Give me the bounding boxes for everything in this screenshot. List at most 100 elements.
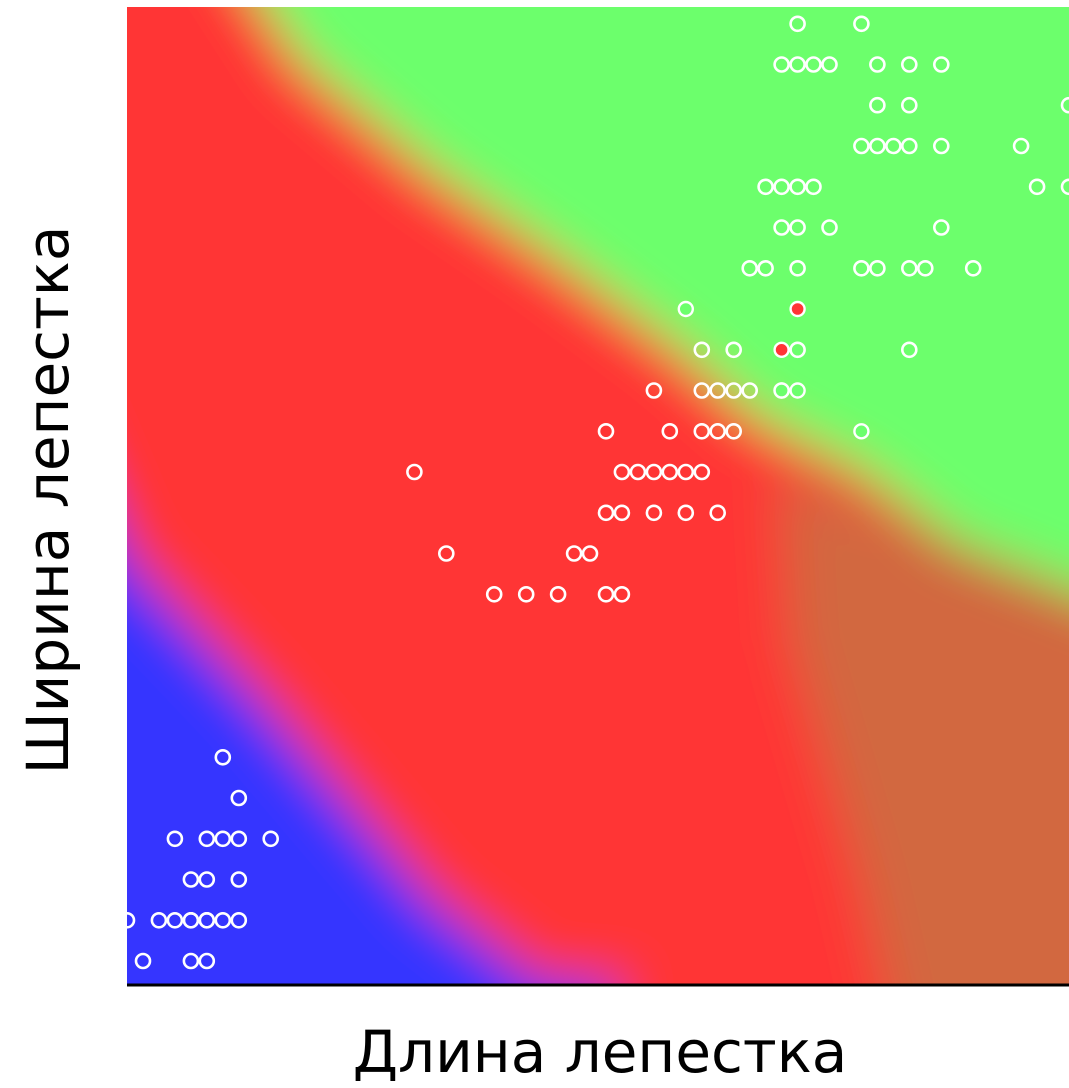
data-point — [230, 789, 248, 807]
data-point — [869, 56, 886, 73]
data-point — [869, 137, 886, 155]
data-point — [565, 545, 583, 562]
data-point — [1012, 137, 1030, 155]
data-point — [709, 382, 727, 399]
data-point — [661, 422, 679, 440]
data-point — [693, 341, 711, 359]
data-point — [821, 56, 838, 73]
data-point — [725, 422, 743, 440]
x-axis-label: Длина лепестка — [353, 1018, 848, 1086]
data-point — [693, 463, 711, 481]
data-point — [1060, 178, 1069, 196]
data-point — [150, 911, 168, 929]
data-point — [645, 504, 663, 522]
data-point — [932, 56, 950, 73]
data-point — [198, 871, 216, 888]
data-point — [597, 422, 615, 440]
data-point — [789, 219, 806, 236]
data-point-filled-green — [789, 382, 806, 399]
data-point — [230, 830, 248, 848]
data-point — [230, 911, 248, 929]
data-point — [773, 219, 790, 236]
data-point — [741, 382, 759, 399]
data-point-filled-green — [677, 300, 694, 318]
data-point — [198, 952, 216, 970]
data-point — [677, 463, 695, 481]
data-point — [885, 137, 902, 155]
data-point — [964, 259, 982, 277]
data-point — [262, 830, 280, 848]
data-point — [693, 382, 711, 399]
data-point — [597, 504, 615, 522]
region-mixed — [780, 470, 1069, 985]
data-point-filled-green — [773, 382, 790, 399]
data-point — [214, 830, 232, 848]
data-point — [709, 504, 727, 522]
data-point — [853, 259, 870, 277]
data-point — [166, 911, 184, 929]
data-point — [773, 56, 790, 73]
data-point-filled-green — [853, 423, 870, 440]
data-point — [230, 871, 248, 888]
data-point — [932, 219, 950, 236]
data-point — [1060, 96, 1069, 114]
data-point — [1028, 178, 1046, 196]
data-point — [900, 341, 918, 359]
data-point — [166, 830, 184, 848]
data-point — [741, 259, 759, 277]
data-point — [661, 463, 679, 481]
data-point — [773, 178, 790, 196]
data-point — [182, 911, 200, 929]
data-point — [549, 585, 567, 603]
data-point — [821, 219, 838, 236]
data-point — [645, 463, 663, 481]
data-point — [517, 585, 535, 603]
region-green — [265, 7, 1069, 600]
data-point — [645, 382, 663, 399]
data-point — [198, 911, 216, 929]
data-point — [597, 585, 615, 603]
data-point — [725, 382, 743, 399]
data-point — [789, 15, 806, 33]
data-point — [198, 830, 216, 848]
data-point — [853, 137, 870, 155]
data-point — [214, 911, 232, 929]
data-point — [127, 912, 136, 929]
data-point — [853, 15, 870, 33]
data-point — [182, 871, 200, 888]
data-point — [485, 585, 503, 603]
data-point — [805, 178, 822, 196]
data-point — [757, 259, 774, 277]
data-point — [677, 504, 695, 522]
data-point — [789, 341, 806, 359]
data-point — [869, 259, 886, 277]
data-point-filled-red — [789, 300, 806, 318]
data-point — [437, 545, 455, 562]
data-point — [789, 259, 806, 277]
data-point — [134, 952, 152, 970]
decision-regions — [127, 7, 1069, 985]
data-point-filled-red — [773, 341, 790, 358]
data-point — [900, 96, 918, 114]
data-point — [629, 463, 647, 481]
data-point — [916, 259, 934, 277]
data-point — [900, 137, 918, 155]
data-point — [406, 463, 423, 481]
data-points — [127, 15, 1069, 970]
data-point — [581, 545, 599, 562]
data-point — [693, 422, 711, 440]
data-point — [805, 56, 822, 73]
data-point — [900, 259, 918, 277]
region-blue — [127, 560, 620, 985]
data-point — [789, 178, 806, 196]
data-point — [214, 748, 232, 766]
plot-area — [127, 7, 1069, 985]
data-point — [613, 463, 631, 481]
data-point — [613, 504, 631, 522]
data-point — [709, 422, 727, 440]
data-point — [869, 96, 886, 114]
data-point — [757, 178, 774, 196]
data-point — [182, 952, 200, 970]
data-point — [613, 585, 631, 603]
